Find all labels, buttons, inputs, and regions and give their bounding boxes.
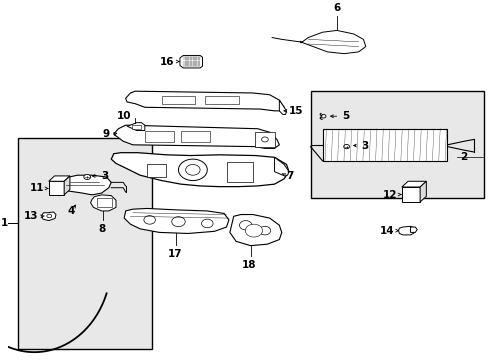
Polygon shape	[41, 212, 56, 221]
Polygon shape	[229, 215, 281, 246]
Text: 17: 17	[167, 249, 182, 259]
Circle shape	[178, 159, 207, 181]
Polygon shape	[51, 175, 111, 195]
Bar	[310, 91, 483, 198]
Bar	[49, 181, 64, 195]
Text: 2: 2	[460, 152, 467, 162]
Text: 5: 5	[341, 111, 348, 121]
Circle shape	[83, 175, 90, 180]
Text: 4: 4	[67, 206, 74, 216]
Text: 12: 12	[382, 189, 396, 199]
Polygon shape	[401, 181, 426, 187]
Circle shape	[47, 214, 52, 218]
Polygon shape	[64, 176, 70, 195]
Text: 3: 3	[360, 140, 367, 150]
Polygon shape	[124, 208, 228, 234]
Circle shape	[201, 219, 213, 228]
Text: 3: 3	[102, 171, 109, 181]
Bar	[226, 162, 252, 182]
Bar	[144, 131, 173, 142]
Text: 14: 14	[379, 226, 394, 235]
Bar	[162, 96, 195, 104]
Polygon shape	[398, 226, 413, 235]
Polygon shape	[49, 176, 70, 181]
Polygon shape	[279, 100, 286, 114]
Text: 11: 11	[29, 184, 44, 193]
Polygon shape	[180, 55, 202, 68]
Polygon shape	[300, 31, 365, 54]
Bar	[132, 125, 140, 129]
Text: 6: 6	[333, 3, 340, 13]
Text: 16: 16	[160, 57, 174, 67]
Text: 1: 1	[0, 219, 8, 229]
Polygon shape	[111, 153, 288, 186]
Text: 7: 7	[286, 171, 293, 181]
Circle shape	[245, 224, 262, 237]
Text: 8: 8	[98, 224, 105, 234]
Circle shape	[143, 216, 155, 224]
Bar	[204, 96, 238, 104]
Circle shape	[261, 137, 268, 142]
Bar	[18, 138, 152, 348]
Bar	[401, 187, 419, 202]
Polygon shape	[113, 125, 279, 148]
Text: 18: 18	[242, 260, 256, 270]
Circle shape	[171, 217, 185, 227]
Polygon shape	[274, 157, 288, 175]
Polygon shape	[419, 181, 426, 202]
Bar	[181, 131, 209, 142]
Text: 9: 9	[102, 129, 110, 139]
Bar	[255, 132, 274, 147]
Polygon shape	[90, 195, 116, 211]
Bar	[322, 129, 447, 161]
Polygon shape	[409, 227, 416, 233]
Text: 15: 15	[288, 106, 303, 116]
Bar	[97, 198, 112, 207]
Circle shape	[185, 165, 200, 175]
Circle shape	[239, 221, 251, 230]
Polygon shape	[127, 123, 144, 131]
Bar	[147, 165, 166, 177]
Circle shape	[259, 226, 270, 235]
Circle shape	[343, 144, 349, 149]
Circle shape	[321, 114, 325, 118]
Polygon shape	[125, 91, 284, 111]
Text: 13: 13	[23, 211, 38, 221]
Text: 10: 10	[117, 111, 131, 121]
